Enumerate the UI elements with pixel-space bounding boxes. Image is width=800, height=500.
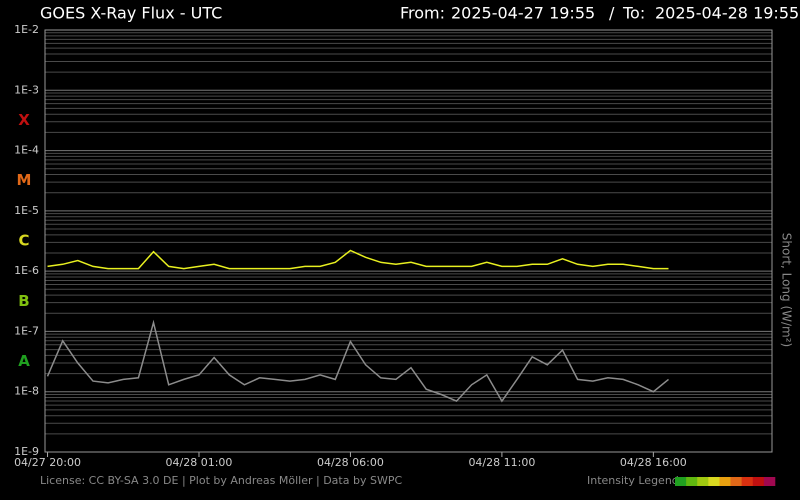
- plot-frame: [44, 29, 773, 453]
- y-tick-label: 1E-5: [14, 204, 39, 217]
- to-label: To:: [622, 4, 645, 23]
- y-tick-label: 1E-7: [14, 324, 39, 337]
- from-label: From:: [400, 4, 445, 23]
- flare-class-label: X: [18, 111, 30, 129]
- legend-swatch: [752, 477, 765, 486]
- x-tick-label: 04/28 01:00: [166, 456, 233, 469]
- y-tick-label: 1E-6: [14, 264, 39, 277]
- y-tick-label: 1E-4: [14, 144, 39, 157]
- x-tick-label: 04/28 11:00: [468, 456, 535, 469]
- legend-swatch: [719, 477, 731, 486]
- legend-swatch: [708, 477, 720, 486]
- flare-class-label: C: [18, 232, 29, 250]
- data-line: [47, 249, 669, 270]
- legend-swatch: [741, 477, 754, 486]
- x-tick-label: 04/28 16:00: [620, 456, 687, 469]
- chart-title: GOES X-Ray Flux - UTC: [40, 4, 222, 23]
- flare-class-label: B: [18, 292, 29, 310]
- flare-class-label: M: [17, 171, 32, 189]
- from-time: 2025-04-27 19:55: [451, 4, 595, 23]
- legend-title: Intensity Legend: [587, 474, 679, 487]
- footer: License: CC BY-SA 3.0 DE | Plot by Andre…: [40, 474, 402, 487]
- y-tick-label: 1E-9: [14, 445, 39, 458]
- y-axis-label: Short, Long (W/m²): [780, 233, 794, 347]
- separator: /: [609, 4, 615, 23]
- y-tick-label: 1E-3: [14, 83, 39, 96]
- y-tick-label: 1E-2: [14, 23, 39, 36]
- legend-swatch: [763, 477, 776, 486]
- x-tick-label: 04/27 20:00: [14, 456, 81, 469]
- legend-swatch: [730, 477, 742, 486]
- legend-swatch: [697, 477, 709, 486]
- x-tick-label: 04/28 06:00: [317, 456, 384, 469]
- to-time: 2025-04-28 19:55: [655, 4, 799, 23]
- flare-class-label: A: [18, 352, 30, 370]
- y-tick-label: 1E-8: [14, 385, 39, 398]
- legend-swatch: [686, 477, 698, 486]
- legend-swatch: [675, 477, 687, 486]
- data-line: [46, 319, 669, 403]
